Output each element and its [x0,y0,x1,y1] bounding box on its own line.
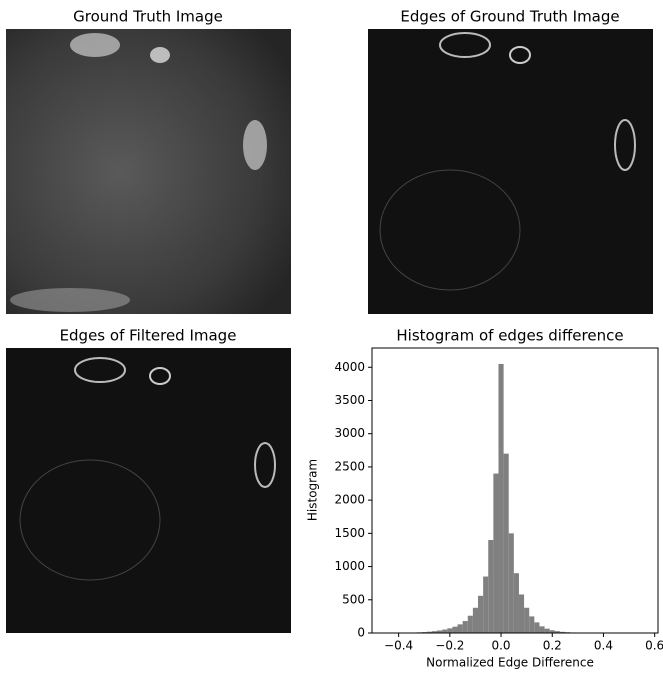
bar [483,577,488,633]
y-tick-label: 500 [342,592,365,606]
y-tick-label: 4000 [334,360,365,374]
x-tick-label: 0.0 [491,639,510,653]
bar [442,630,447,633]
bar [529,616,534,633]
x-tick-label: −0.2 [435,639,464,653]
y-tick-label: 2000 [334,493,365,507]
figure: Ground Truth Image Edges of Ground Truth… [0,0,663,672]
ground-truth-image [6,29,291,314]
image-blob [243,120,267,170]
image-title: Ground Truth Image [73,8,223,26]
chart-title: Histogram of edges difference [396,327,623,345]
bar [468,616,473,633]
bar [478,596,483,633]
image-blob [150,47,170,63]
bar [534,622,539,633]
x-tick-label: 0.6 [645,639,663,653]
image-title: Edges of Filtered Image [60,327,237,345]
bar [488,540,493,633]
bar [539,626,544,633]
edges-image [368,29,653,314]
bar [545,629,550,633]
bar [498,364,503,633]
image-title: Edges of Ground Truth Image [400,8,619,26]
image-panel [6,29,291,314]
bar [493,474,498,633]
image-blob [10,288,130,312]
bar [519,594,524,633]
x-tick-label: −0.4 [384,639,413,653]
bar [509,533,514,633]
bar [524,608,529,633]
x-tick-label: 0.4 [594,639,613,653]
bar [447,628,452,633]
image-panel [368,29,653,314]
bar [504,454,509,633]
bar [473,608,478,633]
x-axis-label: Normalized Edge Difference [426,656,594,670]
image-panel [6,348,291,633]
bar [514,573,519,633]
y-tick-label: 1500 [334,526,365,540]
bar [463,621,468,633]
x-tick-label: 0.2 [543,639,562,653]
y-tick-label: 3500 [334,393,365,407]
y-axis-label: Histogram [306,459,320,521]
y-tick-label: 0 [357,626,365,640]
filtered-edges-image [6,348,291,633]
bar [458,624,463,633]
bar [452,627,457,633]
y-tick-label: 1000 [334,559,365,573]
y-tick-label: 2500 [334,459,365,473]
y-tick-label: 3000 [334,426,365,440]
image-blob [70,33,120,57]
